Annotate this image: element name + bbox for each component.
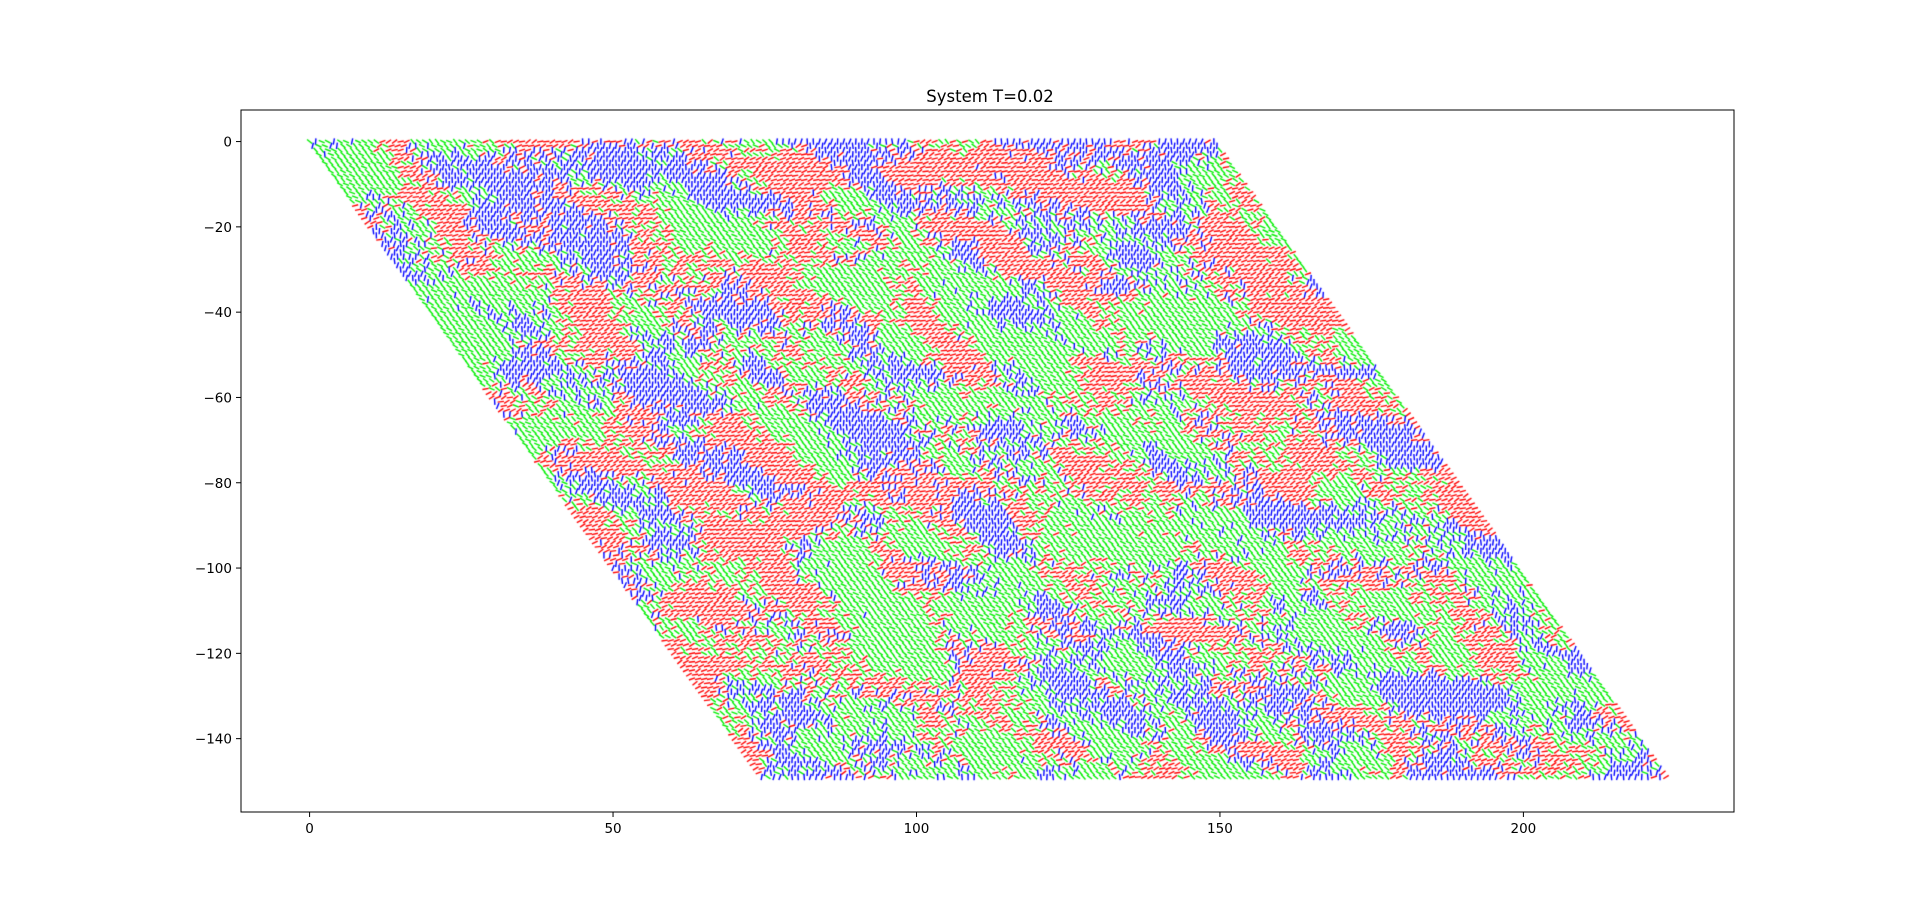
y-tick-label: 0 <box>223 135 232 151</box>
y-tick-label: −120 <box>195 646 232 662</box>
y-tick-label: −140 <box>195 732 232 748</box>
x-tick-label: 50 <box>604 821 621 837</box>
lattice-scatter <box>241 110 1734 812</box>
chart-title: System T=0.02 <box>926 87 1053 106</box>
x-tick-label: 100 <box>904 821 930 837</box>
x-tick-label: 200 <box>1511 821 1537 837</box>
y-tick-label: −100 <box>195 561 232 577</box>
y-tick-label: −20 <box>204 220 233 236</box>
y-tick-label: −60 <box>204 390 233 406</box>
x-axis: 0 50 100 150 200 <box>305 812 1536 837</box>
x-tick-label: 0 <box>305 821 314 837</box>
y-tick-label: −80 <box>204 476 233 492</box>
x-tick-label: 150 <box>1207 821 1233 837</box>
axes-frame <box>240 109 1735 813</box>
y-tick-label: −40 <box>204 305 233 321</box>
plot-area <box>240 109 1735 813</box>
y-axis: 0 −20 −40 −60 −80 −100 −120 −140 <box>195 135 241 748</box>
